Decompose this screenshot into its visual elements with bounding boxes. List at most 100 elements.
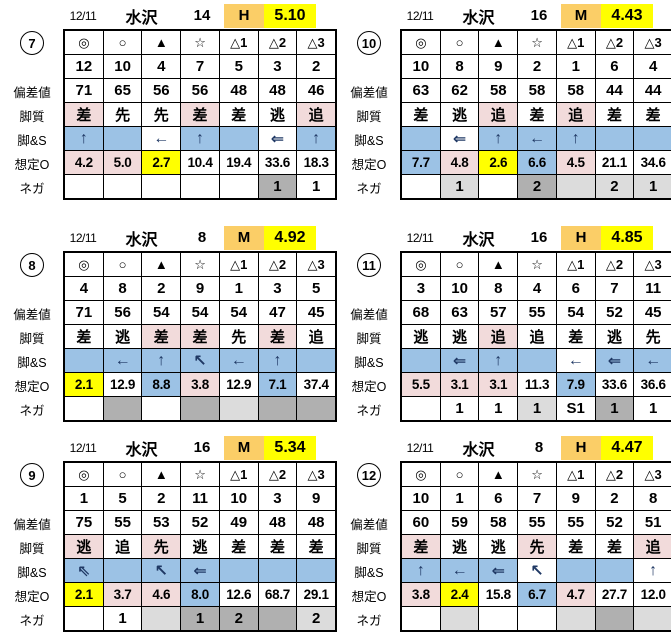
table-row: 2.1 12.9 8.8 3.8 12.9 7.1 37.4: [65, 372, 336, 396]
table-row: ↑ ← ⇐ ↖ ↑: [402, 558, 671, 582]
expected-odds-cell: 18.3: [296, 151, 336, 174]
running-style-cell: 逃: [439, 103, 479, 126]
mark-cell: ☆: [517, 31, 556, 54]
nega-cell: [257, 397, 297, 420]
legs-signal-cell: ←: [633, 349, 671, 372]
row-label: [1, 487, 63, 511]
block-body: 8 偏差値 脚質 脚&S 想定O ネガ ◎ ○ ▲ ☆ △1 △2 △3 4 8 2 9 1 3 5 71 56 54 54 5…: [1, 251, 337, 422]
expected-odds-cell: 2.1: [65, 583, 103, 606]
expected-odds-cell: 15.8: [478, 583, 518, 606]
running-style-cell: 追: [296, 103, 336, 126]
expected-odds-cell: 33.6: [594, 373, 634, 396]
running-style-cell: 逃: [65, 535, 103, 558]
pace-value-badge: 5.10: [264, 3, 316, 28]
legs-signal-cell: ↑: [555, 127, 595, 150]
horse-number-cell: 8: [102, 277, 142, 300]
mark-cell: △1: [218, 253, 258, 276]
deviation-cell: 53: [141, 511, 181, 534]
track-name: 水沢: [125, 231, 158, 249]
field-size: 8: [534, 439, 544, 456]
row-label: 偏差値: [13, 85, 51, 100]
race-date: 12/11: [406, 440, 434, 455]
horse-number-cell: 3: [257, 55, 297, 78]
deviation-cell: 60: [402, 511, 440, 534]
deviation-cell: 46: [296, 79, 336, 102]
mark-cell: ○: [102, 253, 142, 276]
running-style-cell: 差: [633, 103, 671, 126]
pace-class-badge: H: [224, 3, 264, 28]
row-label: 想定O: [351, 157, 387, 172]
pace-class-badge: M: [561, 3, 601, 28]
row-label: 脚質: [19, 109, 45, 124]
horse-number-cell: 9: [296, 487, 336, 510]
horse-number-cell: 2: [141, 487, 181, 510]
row-label: [1, 277, 63, 301]
row-label: [338, 55, 400, 79]
block-table: ◎ ○ ▲ ☆ △1 △2 △3 4 8 2 9 1 3 5 71 56 54 54 54 47 45 差逃差差先差追 ← ↑…: [63, 251, 337, 422]
field-size: 14: [193, 7, 211, 24]
nega-cell: [402, 607, 440, 630]
field-size: 8: [197, 229, 207, 246]
nega-cell: [141, 397, 181, 420]
nega-cell: [594, 607, 634, 630]
running-style-cell: 差: [296, 535, 336, 558]
mark-cell: △2: [594, 31, 634, 54]
running-style-cell: 追: [102, 535, 142, 558]
field-size: 16: [530, 229, 548, 246]
horse-number-cell: 1: [439, 487, 479, 510]
row-label: ネガ: [356, 403, 382, 418]
legs-signal-cell: ←: [555, 349, 595, 372]
legs-signal-cell: ←: [517, 127, 556, 150]
running-style-cell: 差: [65, 103, 103, 126]
horse-number-cell: 11: [180, 487, 219, 510]
mark-cell: ▲: [478, 31, 518, 54]
horse-number-cell: 6: [594, 55, 634, 78]
table-row: 71 65 56 56 48 48 46: [65, 78, 336, 102]
mark-cell: ○: [439, 463, 479, 486]
block-body: 7 偏差値 脚質 脚&S 想定O ネガ ◎ ○ ▲ ☆ △1 △2 △3 12 10 4 7 5 3 2 71 65 56 5…: [1, 29, 337, 200]
horse-number-cell: 5: [102, 487, 142, 510]
deviation-cell: 55: [555, 511, 595, 534]
mark-cell: ☆: [180, 31, 219, 54]
nega-cell: 1: [633, 175, 671, 198]
legs-signal-cell: ↑: [141, 349, 181, 372]
block-body: 9 偏差値 脚質 脚&S 想定O ネガ ◎ ○ ▲ ☆ △1 △2 △3 1 5 2 11 10 3 9 75 55 53 5…: [1, 461, 337, 632]
row-label: 偏差値: [350, 517, 388, 532]
horse-number-cell: 6: [555, 277, 595, 300]
running-style-cell: 逃: [257, 103, 297, 126]
mark-cell: △3: [296, 253, 336, 276]
horse-number-cell: 3: [402, 277, 440, 300]
running-style-cell: 追: [478, 103, 518, 126]
table-row: ◎ ○ ▲ ☆ △1 △2 △3: [65, 31, 336, 54]
legs-signal-cell: ↖: [180, 349, 219, 372]
row-labels: 11 偏差値 脚質 脚&S 想定O ネガ: [338, 251, 400, 422]
table-row: [402, 606, 671, 630]
nega-cell: [65, 175, 103, 198]
row-label: 12: [338, 463, 400, 487]
mark-cell: △2: [594, 253, 634, 276]
nega-cell: [555, 175, 595, 198]
horse-number-cell: 7: [180, 55, 219, 78]
deviation-cell: 71: [65, 301, 103, 324]
nega-cell: 2: [594, 175, 634, 198]
running-style-cell: 先: [218, 325, 258, 348]
row-labels: 8 偏差値 脚質 脚&S 想定O ネガ: [1, 251, 63, 422]
nega-cell: [102, 175, 142, 198]
row-labels: 9 偏差値 脚質 脚&S 想定O ネガ: [1, 461, 63, 632]
nega-cell: [218, 397, 258, 420]
mark-cell: △1: [555, 31, 595, 54]
mark-cell: ▲: [478, 253, 518, 276]
table-row: 60 59 58 55 55 52 51: [402, 510, 671, 534]
deviation-cell: 63: [402, 79, 440, 102]
table-row: 逃逃追追差逃先: [402, 324, 671, 348]
mark-cell: ◎: [65, 253, 103, 276]
horse-number-cell: 6: [478, 487, 518, 510]
table-row: 3 10 8 4 6 7 11: [402, 276, 671, 300]
pace-class-badge: M: [224, 225, 264, 250]
running-style-cell: 先: [633, 325, 671, 348]
horse-number-cell: 9: [555, 487, 595, 510]
deviation-cell: 48: [257, 79, 297, 102]
